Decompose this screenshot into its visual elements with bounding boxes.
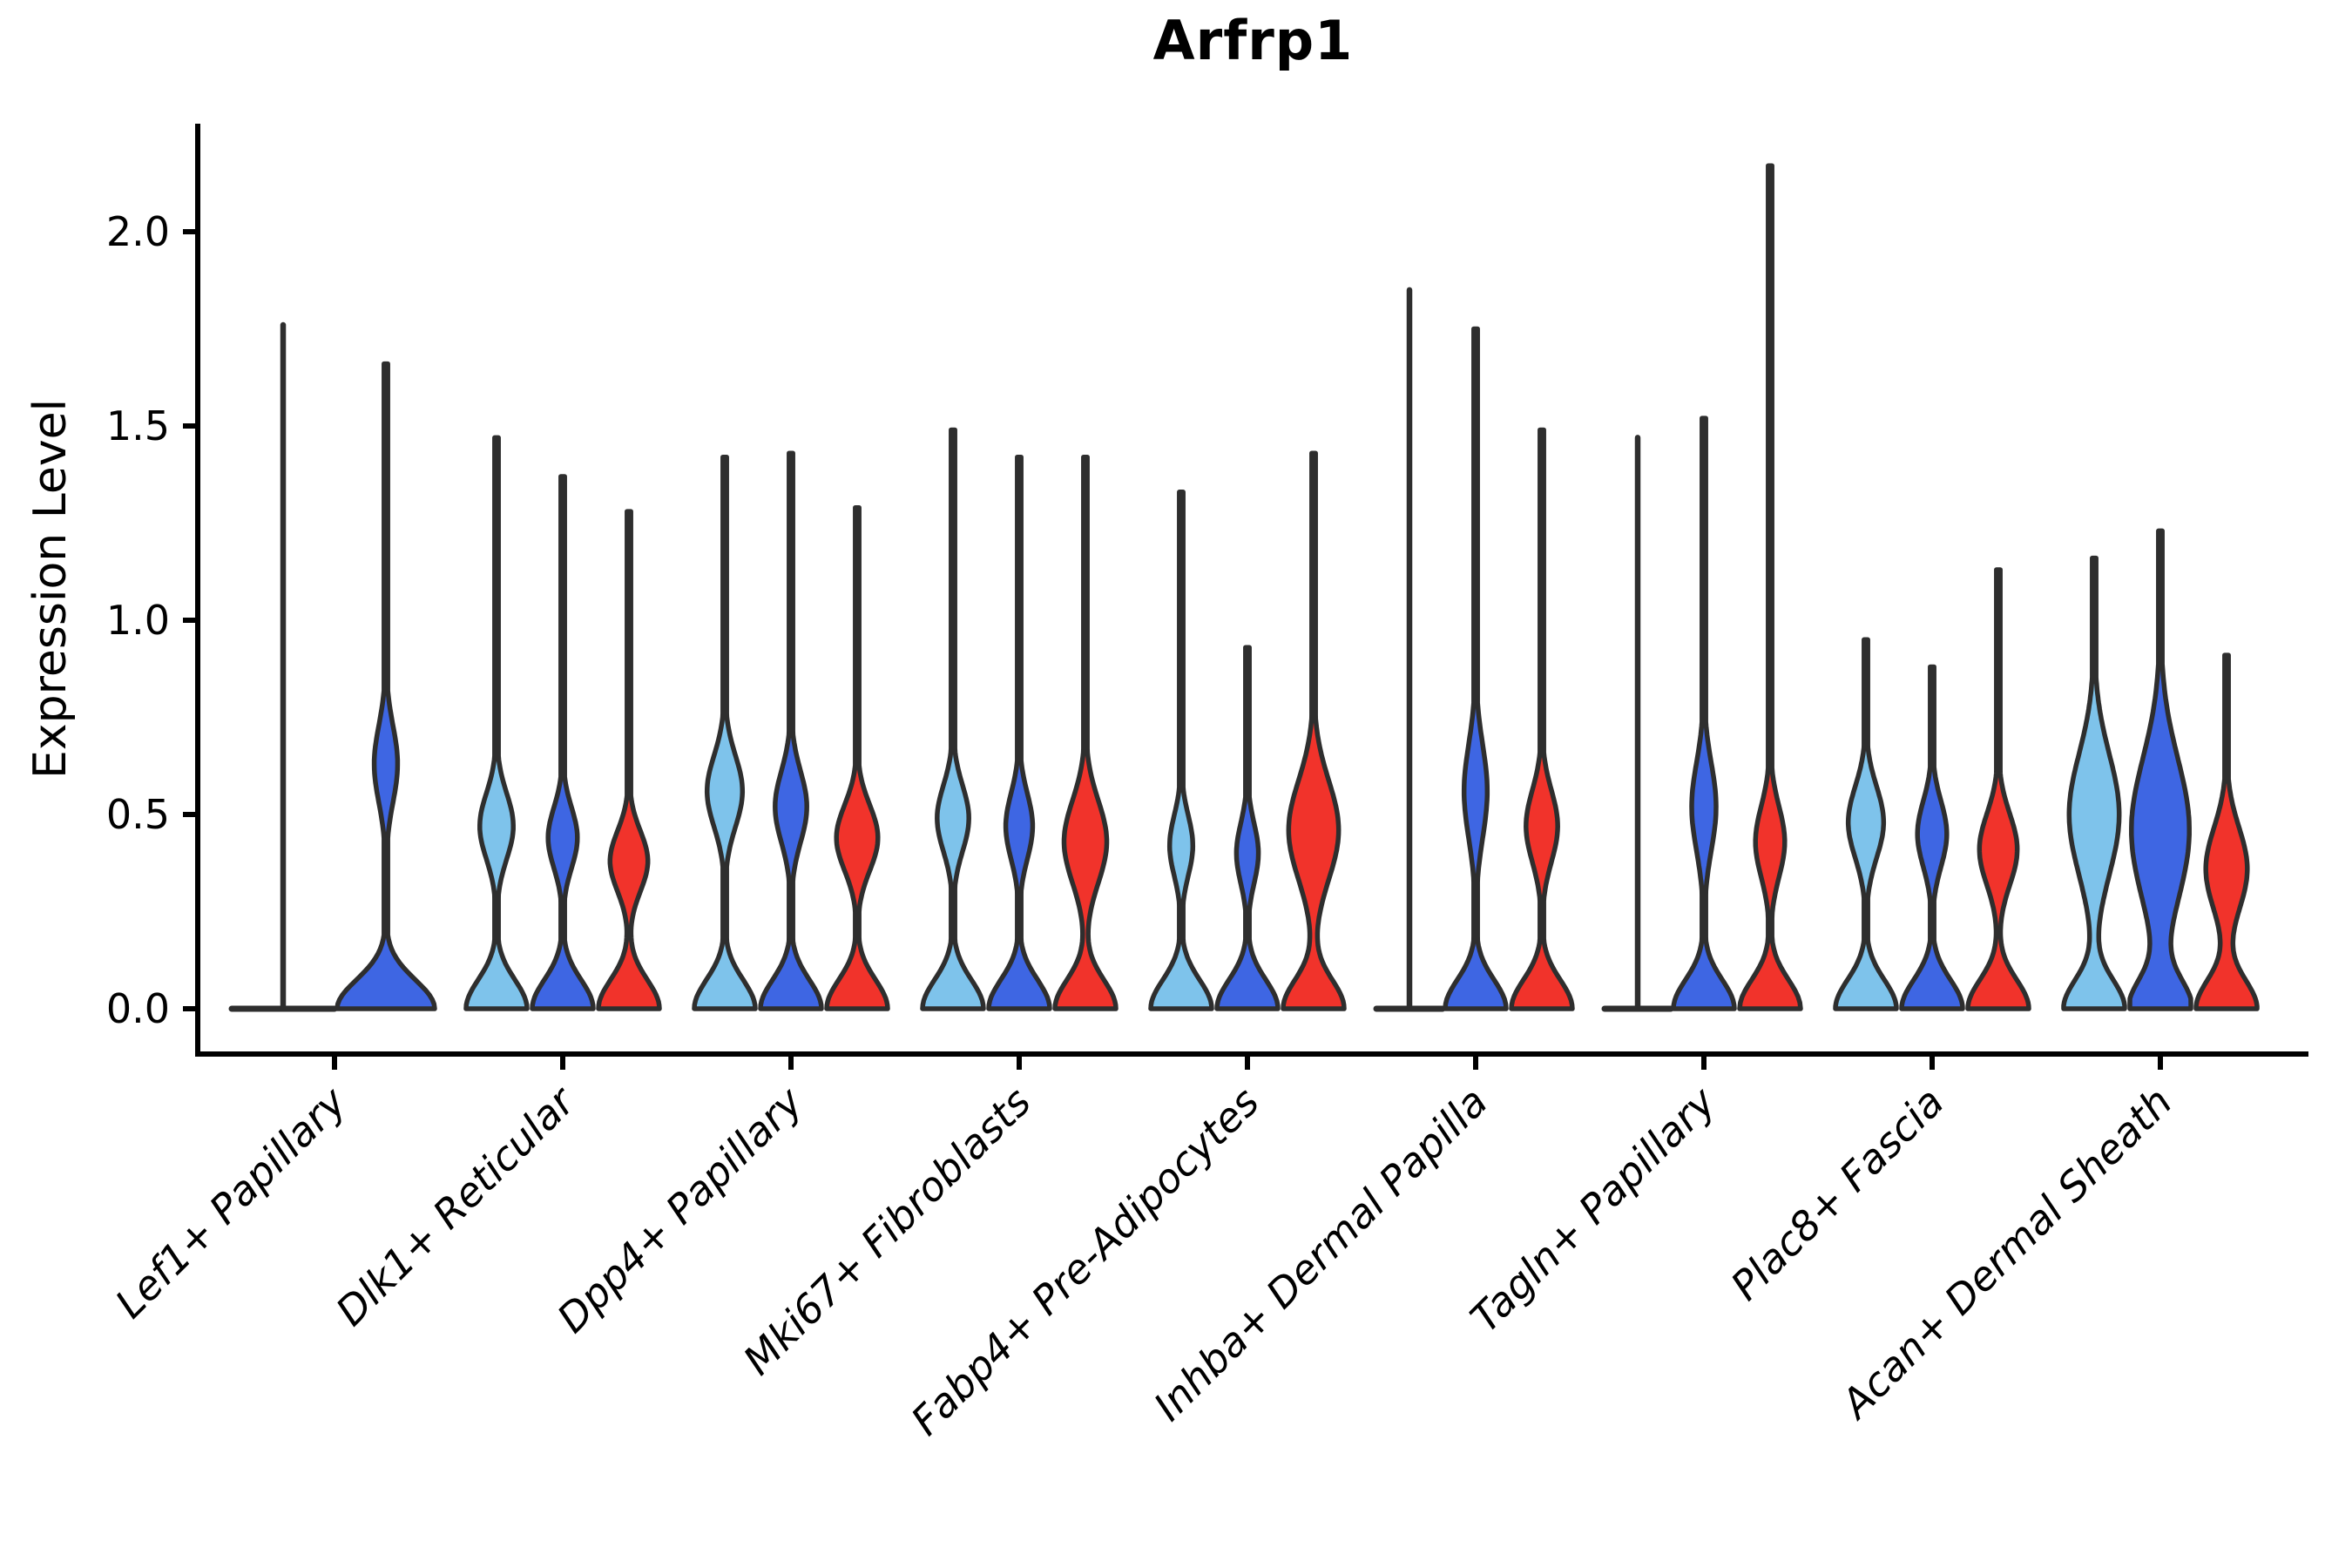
violin-red: [1965, 567, 2031, 1011]
y-tick-label: 0.5: [106, 791, 170, 838]
y-tick-label: 1.0: [106, 597, 170, 644]
violin-red: [596, 509, 662, 1011]
x-tick-label: Dpp4+ Papillary: [548, 1078, 812, 1342]
x-tick-label: Tagln+ Papillary: [1461, 1078, 1725, 1342]
violin-blue: [1899, 664, 1965, 1011]
violin-light_blue: [1833, 637, 1899, 1011]
violin-blue: [1214, 645, 1281, 1011]
violin-red: [2193, 652, 2260, 1011]
violin-blue: [986, 454, 1052, 1011]
x-tick-label: Plac8+ Fascia: [1721, 1078, 1952, 1309]
violin-blue: [335, 361, 437, 1011]
y-tick-label: 2.0: [106, 208, 170, 255]
violin-red: [1052, 454, 1119, 1011]
violin-red: [1737, 163, 1803, 1011]
violin-light_blue: [1148, 490, 1214, 1011]
violin-light_blue: [463, 435, 530, 1011]
violin-light_blue: [2061, 555, 2127, 1011]
violin-blue: [530, 474, 596, 1011]
violin-red: [824, 504, 890, 1011]
y-tick-label: 0.0: [106, 985, 170, 1032]
violin-light_blue: [692, 454, 758, 1011]
violin-light_blue: [920, 427, 986, 1011]
chart-title: Arfrp1: [1152, 9, 1354, 72]
x-tick-label: Lef1+ Papillary: [106, 1078, 355, 1327]
violin-blue: [758, 450, 824, 1011]
y-tick-label: 1.5: [106, 402, 170, 449]
violin-red: [1509, 427, 1575, 1011]
violin-blue: [1443, 326, 1509, 1011]
violin-blue: [2127, 528, 2193, 1011]
violin-blue: [1671, 416, 1737, 1011]
x-tick-label: Dlk1+ Reticular: [327, 1076, 585, 1335]
violin-red: [1281, 450, 1347, 1011]
